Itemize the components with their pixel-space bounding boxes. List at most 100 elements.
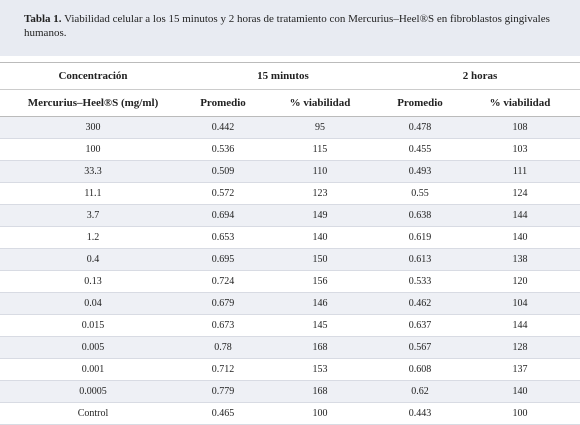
table-cell: 0.005 [0, 336, 186, 359]
table-row: 1.2 0.653 140 0.619 140 [0, 226, 580, 249]
caption-label: Tabla 1. [24, 13, 62, 25]
table-row: 3.7 0.694 149 0.638 144 [0, 204, 580, 227]
table-cell: 0.712 [186, 358, 260, 381]
header-cell: 15 minutos [186, 62, 380, 90]
header-cell: Promedio [380, 89, 460, 117]
caption: Tabla 1. Viabilidad celular a los 15 min… [0, 0, 580, 56]
table-row: 33.3 0.509 110 0.493 111 [0, 160, 580, 183]
table-cell: 0.779 [186, 380, 260, 403]
table-cell: 0.455 [380, 138, 460, 161]
table-cell: 33.3 [0, 160, 186, 183]
table-cell: 140 [460, 226, 580, 249]
table-cell: 0.637 [380, 314, 460, 337]
table-row: 0.4 0.695 150 0.613 138 [0, 248, 580, 271]
table-body: 300 0.442 95 0.478 108 100 0.536 115 0.455 103 33.… [0, 116, 580, 425]
table-cell: 0.04 [0, 292, 186, 315]
table-cell: 0.442 [186, 116, 260, 139]
table-cell: 156 [260, 270, 380, 293]
table-cell: 138 [460, 248, 580, 271]
table-cell: 0.572 [186, 182, 260, 205]
table-cell: 0.533 [380, 270, 460, 293]
table-cell: 0.638 [380, 204, 460, 227]
table-row: 11.1 0.572 123 0.55 124 [0, 182, 580, 205]
table-cell: 0.536 [186, 138, 260, 161]
table-cell: 110 [260, 160, 380, 183]
table-cell: 168 [260, 336, 380, 359]
table-cell: 144 [460, 314, 580, 337]
table-cell: 1.2 [0, 226, 186, 249]
table-row: Control 0.465 100 0.443 100 [0, 402, 580, 425]
header-cell: Promedio [186, 89, 260, 117]
table-cell: 153 [260, 358, 380, 381]
data-table: Concentración 15 minutos 2 horas Mercuri… [0, 62, 580, 425]
table-cell: 140 [460, 380, 580, 403]
table-cell: 0.493 [380, 160, 460, 183]
table-cell: 0.015 [0, 314, 186, 337]
table-cell: 108 [460, 116, 580, 139]
header-row: Concentración 15 minutos 2 horas [0, 62, 580, 90]
table-cell: 0.679 [186, 292, 260, 315]
table-cell: 0.653 [186, 226, 260, 249]
table-cell: 0.608 [380, 358, 460, 381]
header-cell: % viabilidad [460, 89, 580, 117]
table-cell: 0.724 [186, 270, 260, 293]
header-row: Mercurius–Heel®S (mg/ml) Promedio% viabil… [0, 89, 580, 117]
table-cell: 3.7 [0, 204, 186, 227]
table-cell: 100 [0, 138, 186, 161]
header-cell: Concentración [0, 62, 186, 90]
table-cell: 115 [260, 138, 380, 161]
table-cell: 140 [260, 226, 380, 249]
table-cell: 120 [460, 270, 580, 293]
table-cell: 0.443 [380, 402, 460, 425]
table-row: 0.001 0.712 153 0.608 137 [0, 358, 580, 381]
table-row: 0.04 0.679 146 0.462 104 [0, 292, 580, 315]
table-cell: 128 [460, 336, 580, 359]
table-cell: 149 [260, 204, 380, 227]
table-cell: 124 [460, 182, 580, 205]
table-cell: 0.619 [380, 226, 460, 249]
table-cell: 0.478 [380, 116, 460, 139]
table-row: 0.005 0.78 168 0.567 128 [0, 336, 580, 359]
table-cell: 0.4 [0, 248, 186, 271]
table-cell: 0.509 [186, 160, 260, 183]
table-cell: 104 [460, 292, 580, 315]
table-cell: 146 [260, 292, 380, 315]
table-cell: 150 [260, 248, 380, 271]
table-row: 0.0005 0.779 168 0.62 140 [0, 380, 580, 403]
table-cell: 0.465 [186, 402, 260, 425]
table-cell: 300 [0, 116, 186, 139]
table-cell: 144 [460, 204, 580, 227]
table-cell: 0.55 [380, 182, 460, 205]
table-cell: 0.462 [380, 292, 460, 315]
table-cell: 168 [260, 380, 380, 403]
table-cell: 11.1 [0, 182, 186, 205]
table-cell: 123 [260, 182, 380, 205]
table-cell: 0.673 [186, 314, 260, 337]
table-cell: 100 [460, 402, 580, 425]
table-cell: 0.78 [186, 336, 260, 359]
header-cell: Mercurius–Heel®S (mg/ml) [0, 89, 186, 117]
table-row: 0.015 0.673 145 0.637 144 [0, 314, 580, 337]
table-row: 100 0.536 115 0.455 103 [0, 138, 580, 161]
table-cell: 0.567 [380, 336, 460, 359]
caption-text: Viabilidad celular a los 15 minutos y 2 … [24, 13, 550, 39]
table-cell: Control [0, 402, 186, 425]
header-cell: % viabilidad [260, 89, 380, 117]
header-cell: 2 horas [380, 62, 580, 90]
table-cell: 0.62 [380, 380, 460, 403]
table-cell: 95 [260, 116, 380, 139]
table-row: 0.13 0.724 156 0.533 120 [0, 270, 580, 293]
table-cell: 111 [460, 160, 580, 183]
table-row: 300 0.442 95 0.478 108 [0, 116, 580, 139]
table-cell: 0.613 [380, 248, 460, 271]
table-cell: 0.695 [186, 248, 260, 271]
table-cell: 0.13 [0, 270, 186, 293]
table-cell: 100 [260, 402, 380, 425]
table-cell: 137 [460, 358, 580, 381]
table-cell: 0.001 [0, 358, 186, 381]
table-cell: 103 [460, 138, 580, 161]
table-cell: 0.0005 [0, 380, 186, 403]
table-cell: 0.694 [186, 204, 260, 227]
table-cell: 145 [260, 314, 380, 337]
